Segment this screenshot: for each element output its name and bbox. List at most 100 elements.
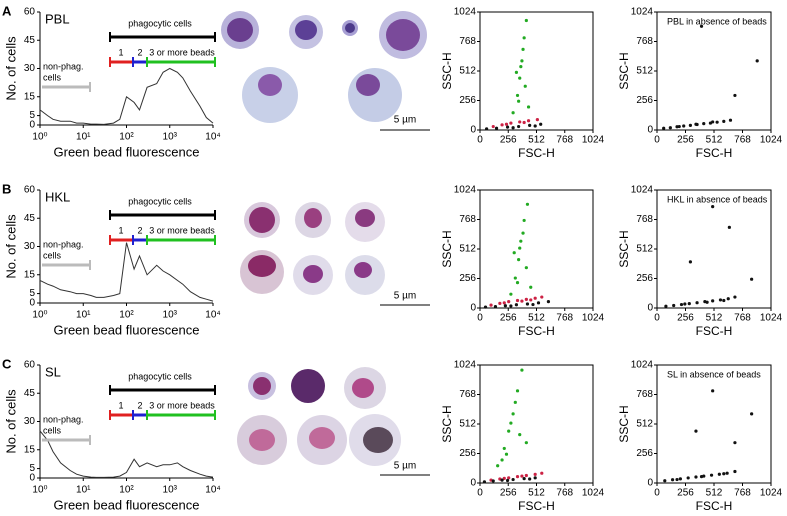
point [705,300,709,304]
y-tick-label: 5 [29,288,35,299]
x-tick-label: 512 [706,135,723,146]
annotation: non-phag. [43,61,84,71]
y-tick-label: 768 [459,389,476,400]
sample-label: PBL [45,11,70,26]
x-tick-label: 0 [654,135,660,146]
plot-title: SL in absence of beads [667,369,761,379]
point [523,84,527,88]
point [509,421,513,425]
scale-bar-label: 5 µm [394,461,416,472]
point [711,120,715,124]
x-tick-label: 256 [677,313,694,324]
point [502,476,506,480]
point [504,452,509,456]
point [519,239,523,243]
annotation: non-phag. [43,239,84,249]
annotation: 3 or more beads [149,400,215,410]
panel-label: A [2,3,12,18]
x-tick-label: 10⁴ [205,485,220,496]
y-tick-label: 512 [636,244,653,255]
point [699,475,704,479]
x-tick-label: 512 [528,488,545,499]
x-tick-label: 512 [528,313,545,324]
y-axis-title: No. of cells [3,214,18,279]
x-tick-label: 1024 [582,313,605,324]
x-tick-label: 10⁴ [205,310,220,321]
point [494,126,499,130]
point [491,479,495,483]
y-tick-label: 768 [459,214,476,225]
point [711,389,715,393]
x-tick-label: 10³ [163,485,178,496]
sample-label: SL [45,364,61,379]
point [694,122,698,126]
point [702,122,706,126]
point [528,123,532,127]
x-axis-title: FSC-H [696,146,733,160]
point [687,302,691,306]
y-axis-title: SSC-H [440,230,454,267]
point [502,446,506,451]
y-tick-label: 15 [24,91,36,102]
point [709,473,714,477]
plot-title: HKL in absence of beads [667,194,768,204]
point [539,122,543,126]
y-tick-label: 256 [636,448,653,459]
point [733,93,737,98]
plot-frame [479,11,594,131]
point [733,441,737,445]
point [513,276,517,280]
y-tick-label: 15 [24,444,36,455]
point [512,251,516,255]
y-axis-title: SSC-H [440,52,454,89]
y-tick-label: 768 [459,36,476,47]
annotation: phagocytic cells [128,18,192,28]
point [513,400,517,404]
y-tick-label: 512 [459,66,476,77]
point [670,478,675,482]
x-tick-label: 256 [500,488,517,499]
point [695,301,699,305]
y-axis-title: No. of cells [3,389,18,454]
point [688,123,692,127]
point [493,305,498,309]
x-axis-title: Green bead fluorescence [54,497,200,512]
point [668,126,672,130]
point [533,476,537,480]
x-tick-label: 1024 [760,135,783,146]
y-tick-label: 0 [470,125,476,136]
point [694,475,698,479]
point [722,298,726,303]
annotation: phagocytic cells [128,371,192,381]
x-tick-label: 10² [119,132,134,143]
point [518,120,522,124]
x-tick-label: 10⁰ [32,485,47,496]
x-axis-title: Green bead fluorescence [54,322,200,337]
point [529,298,533,302]
y-tick-label: 256 [636,95,653,106]
point [717,472,721,476]
panel-label: B [2,181,11,196]
point [750,277,754,281]
plot-frame [479,189,594,309]
annotation: 2 [137,225,142,235]
point [662,126,666,130]
point [540,471,544,475]
y-tick-label: 0 [29,298,35,309]
scale-bar-label: 5 µm [394,115,416,126]
plot-frame [656,11,772,131]
y-tick-label: 45 [24,35,36,46]
point [503,304,507,308]
annotation: 2 [137,47,142,57]
point [519,65,523,69]
x-tick-label: 256 [677,488,694,499]
y-tick-label: 0 [647,478,653,489]
point [522,36,526,40]
y-tick-label: 1024 [631,7,654,18]
point [485,127,489,131]
point [489,303,493,307]
point [509,304,513,308]
point [726,297,730,301]
point [727,225,731,229]
point [678,477,682,481]
